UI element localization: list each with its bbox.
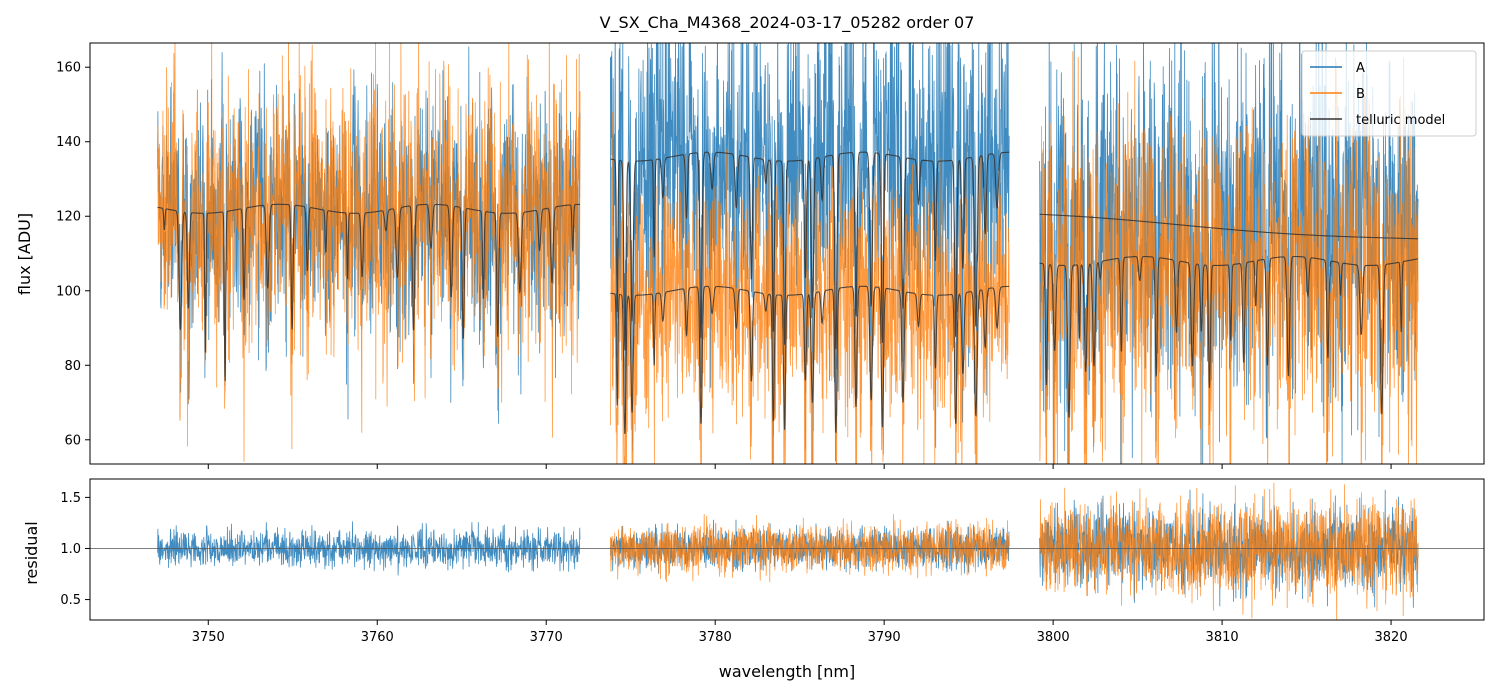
y-tick-label: 80	[64, 359, 81, 374]
residual-y-axis-label: residual	[22, 521, 41, 584]
legend-label-b: B	[1356, 87, 1365, 102]
y-tick-label: 1.0	[60, 542, 81, 557]
y-tick-label: 1.5	[60, 491, 81, 506]
y-tick-label: 0.5	[60, 593, 81, 608]
series-b-segment-1	[157, 43, 581, 462]
legend-box	[1301, 50, 1477, 137]
telluric-model-a-segment-2	[610, 151, 1010, 351]
flux-y-axis-label: flux [ADU]	[15, 213, 34, 295]
y-tick-label: 100	[56, 284, 81, 299]
x-tick-label: 3800	[1037, 630, 1070, 645]
legend: A B telluric model	[1301, 50, 1477, 137]
residual-y-ticks: 0.5 1.0 1.5	[60, 491, 90, 608]
y-tick-label: 60	[64, 433, 81, 448]
telluric-model-a-segment-1	[157, 203, 581, 382]
x-tick-label: 3790	[868, 630, 901, 645]
residual-data-area	[90, 482, 1484, 620]
residual-a-segment-1	[157, 521, 581, 576]
residual-panel: 0.5 1.0 1.5 3750 3760 3770 3780 3790 3800 3810 38…	[22, 478, 1485, 681]
telluric-model-b-segment-3	[1039, 255, 1419, 418]
residual-axes-frame	[89, 478, 1485, 621]
telluric-model-a-segment-3	[1039, 213, 1419, 240]
x-tick-label: 3820	[1375, 630, 1408, 645]
telluric-model-b-segment-2	[610, 285, 1010, 434]
flux-panel: 60 80 100 120 140 160 flux [ADU] A B telluric…	[15, 42, 1485, 469]
y-tick-label: 140	[56, 135, 81, 150]
flux-data-area	[157, 43, 1419, 464]
chart-title: V_SX_Cha_M4368_2024-03-17_05282 order 07	[600, 13, 975, 33]
series-b-segment-2	[610, 112, 1010, 464]
residual-b-segment-3	[1039, 482, 1419, 620]
y-tick-label: 160	[56, 61, 81, 76]
x-tick-label: 3760	[361, 630, 394, 645]
x-tick-label: 3810	[1206, 630, 1239, 645]
residual-x-ticks: 3750 3760 3770 3780 3790 3800 3810 3820	[192, 620, 1408, 645]
y-tick-label: 120	[56, 210, 81, 225]
flux-y-ticks: 60 80 100 120 140 160	[56, 61, 90, 448]
legend-label-a: A	[1356, 61, 1365, 76]
x-tick-label: 3750	[192, 630, 225, 645]
residual-b-segment-2	[610, 514, 1010, 583]
flux-axes-frame	[89, 42, 1485, 465]
legend-label-telluric: telluric model	[1356, 113, 1445, 128]
series-b-segment-3	[1039, 51, 1419, 464]
x-tick-label: 3770	[530, 630, 563, 645]
x-axis-label: wavelength [nm]	[719, 662, 856, 681]
flux-x-ticks	[207, 464, 1392, 469]
x-tick-label: 3780	[699, 630, 732, 645]
